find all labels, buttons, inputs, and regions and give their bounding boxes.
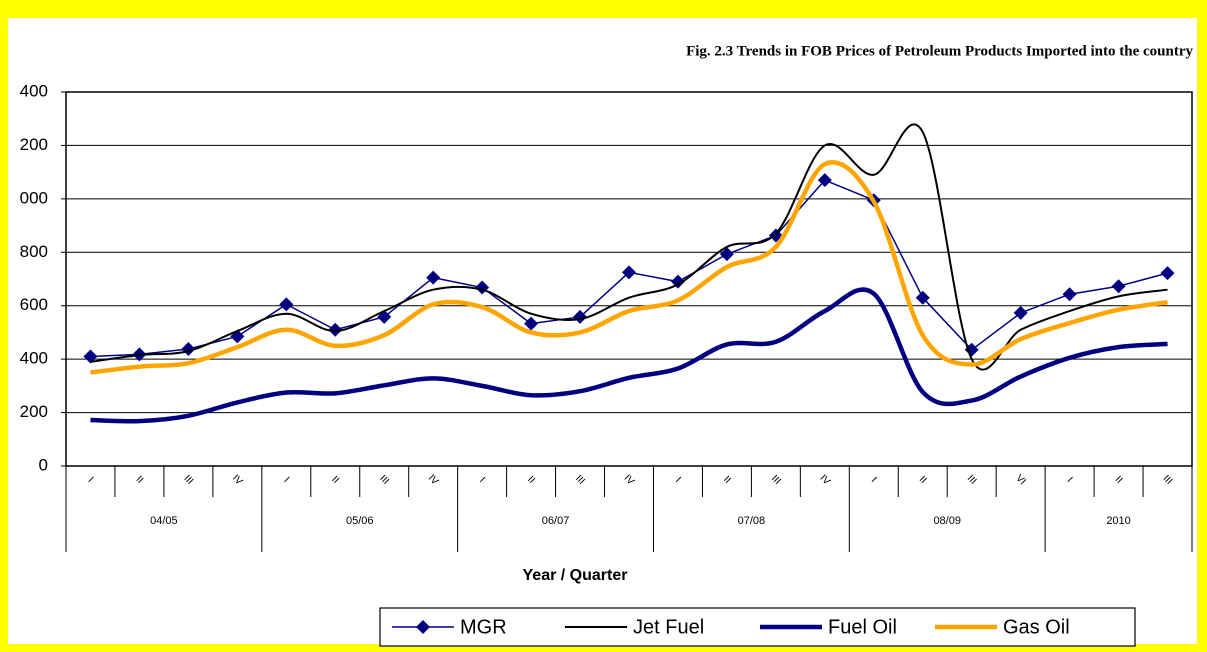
marker: [426, 270, 441, 285]
marker: [964, 342, 979, 357]
legend-marker: [416, 620, 430, 634]
marker: [1160, 266, 1175, 281]
marker: [279, 297, 294, 312]
x-tick-label: I: [477, 475, 487, 485]
marker: [817, 173, 832, 188]
y-tick-label: 000: [20, 188, 48, 207]
group-label: 08/09: [933, 515, 961, 527]
y-tick-label: 600: [20, 295, 48, 314]
plot-frame: [65, 91, 1193, 467]
legend-label: Gas Oil: [1003, 616, 1070, 638]
y-tick-label: 200: [20, 135, 48, 154]
y-tick-label: 400: [20, 81, 48, 100]
y-tick-label: 200: [20, 402, 48, 421]
x-tick-label: II: [329, 474, 341, 486]
x-tick-label: I: [86, 475, 96, 485]
x-tick-label: II: [721, 474, 733, 486]
group-label: 07/08: [738, 515, 766, 527]
group-label: 04/05: [150, 515, 178, 527]
chart-background: [8, 18, 1197, 644]
x-tick-label: II: [525, 474, 537, 486]
legend-label: Jet Fuel: [633, 616, 704, 638]
x-tick-label: II: [1113, 474, 1125, 486]
y-tick-label: 800: [20, 242, 48, 261]
marker: [328, 322, 343, 337]
group-label: 2010: [1106, 515, 1130, 527]
chart-title: Fig. 2.3 Trends in FOB Prices of Petrole…: [686, 43, 1193, 59]
series-line: [90, 160, 1168, 375]
marker: [524, 316, 539, 331]
x-tick-label: I: [673, 475, 683, 485]
legend-label: MGR: [460, 616, 507, 638]
marker: [915, 290, 930, 305]
series-line: [90, 287, 1168, 424]
legend-label: Fuel Oil: [828, 616, 897, 638]
x-axis-title: Year / Quarter: [523, 567, 628, 584]
y-tick-label: 0: [39, 455, 48, 474]
marker: [1111, 279, 1126, 294]
marker: [1013, 305, 1028, 320]
x-tick-label: II: [133, 474, 145, 486]
x-tick-label: I: [1065, 475, 1075, 485]
marker: [719, 247, 734, 262]
y-tick-label: 400: [20, 349, 48, 368]
x-tick-label: I: [281, 475, 291, 485]
series-line: [90, 123, 1168, 371]
marker: [1062, 287, 1077, 302]
x-tick-label: I: [869, 475, 879, 485]
group-label: 06/07: [542, 515, 570, 527]
legend: [379, 607, 1136, 647]
x-tick-label: II: [917, 474, 929, 486]
marker: [622, 265, 636, 280]
marker: [83, 349, 98, 364]
group-label: 05/06: [346, 515, 374, 527]
